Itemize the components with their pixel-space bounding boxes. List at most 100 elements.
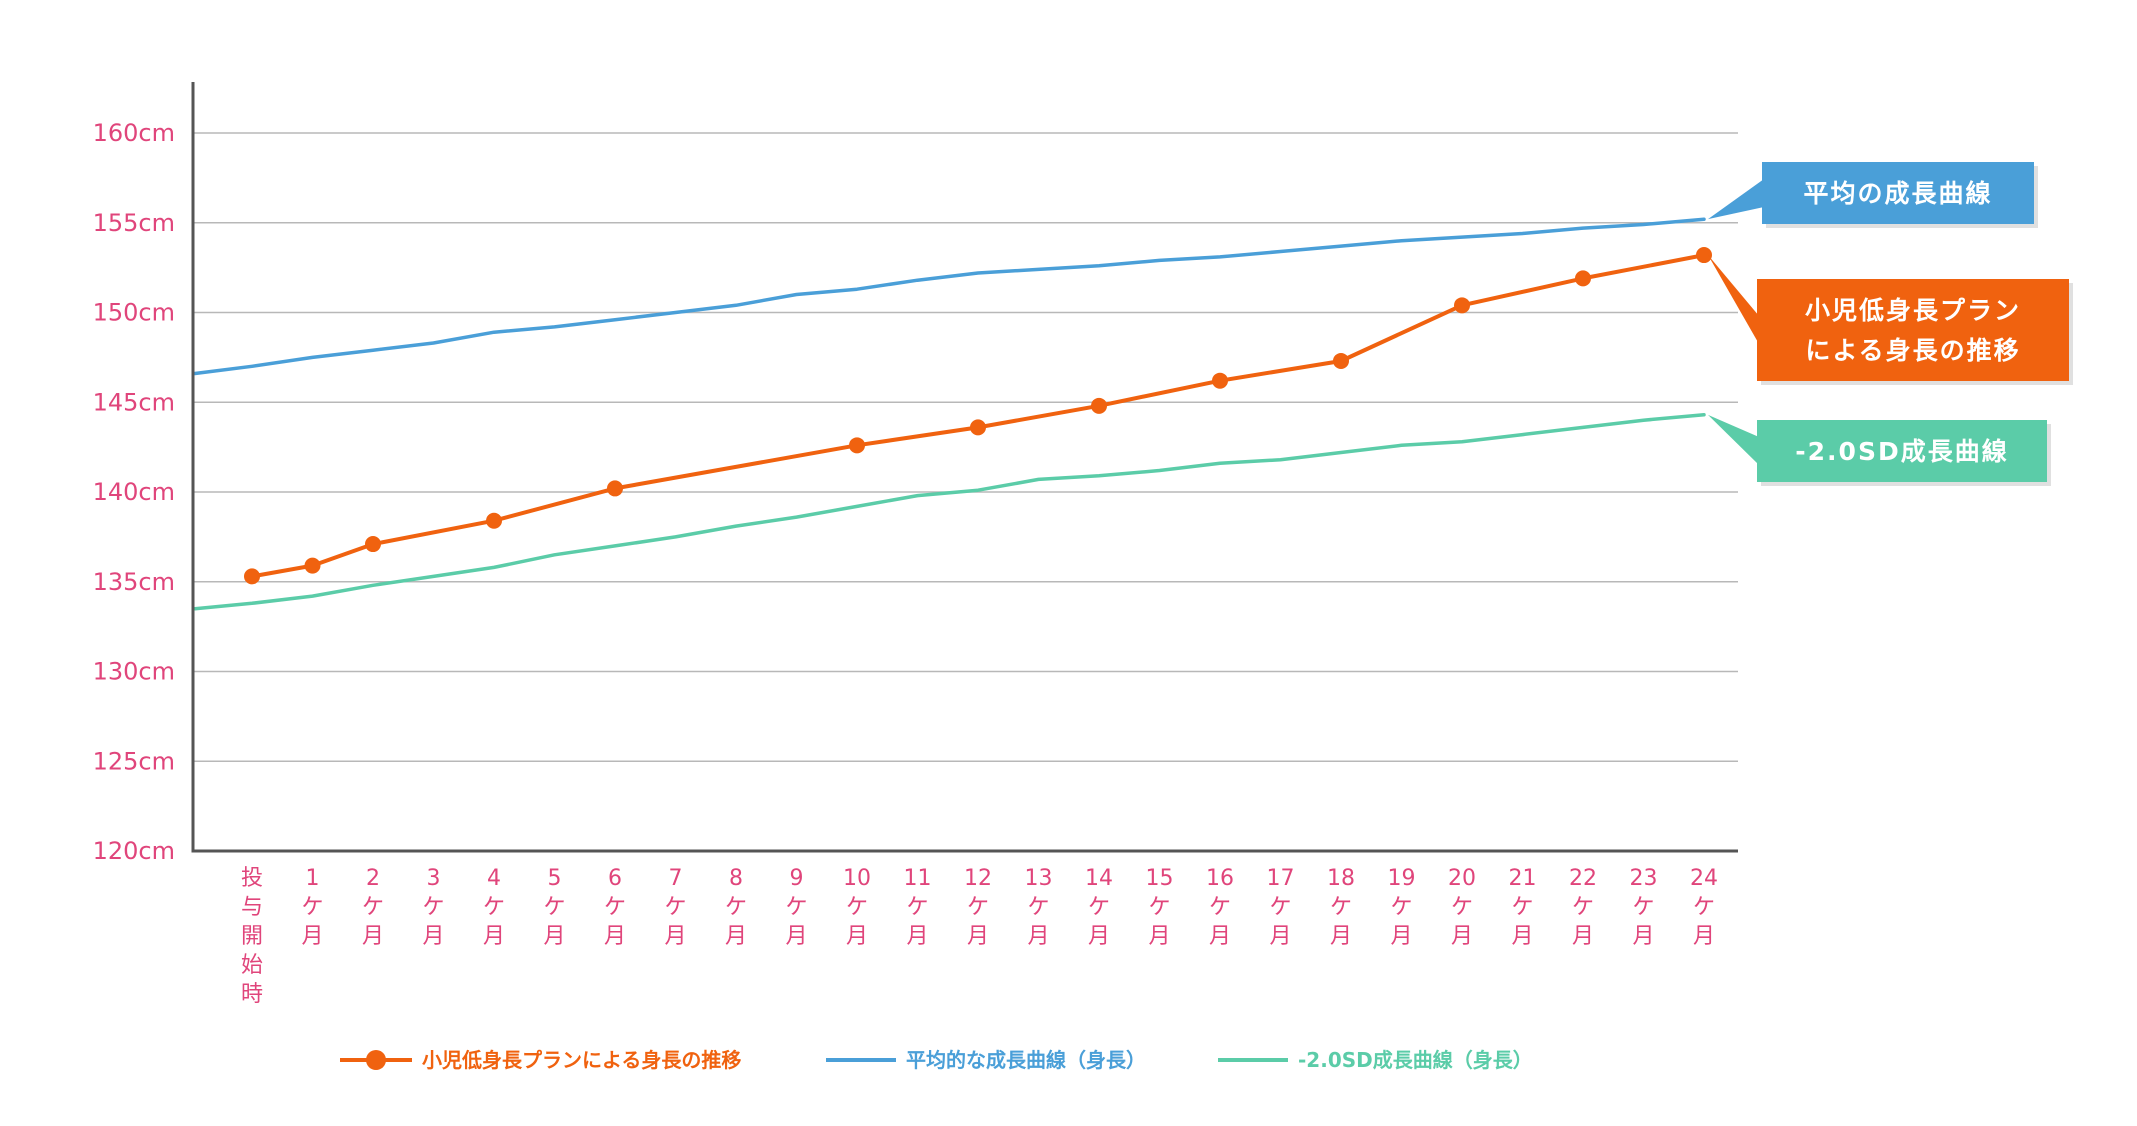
x-tick-char: 投 bbox=[241, 866, 263, 891]
x-tick-char: 月 bbox=[1390, 924, 1412, 949]
x-tick-char: 11 bbox=[904, 866, 932, 891]
x-tick-label: 12 ケ月 bbox=[964, 866, 992, 949]
x-tick-label: 11 ケ月 bbox=[904, 866, 932, 949]
x-tick-char: 月 bbox=[906, 924, 928, 949]
x-tick-label: 7 ケ月 bbox=[664, 866, 686, 949]
legend-label: -2.0SD成長曲線（身長） bbox=[1298, 1048, 1533, 1072]
x-tick-char: ケ bbox=[301, 895, 323, 920]
callout-box bbox=[1757, 279, 2069, 381]
legend: 小児低身長プランによる身長の推移 平均的な成長曲線（身長） -2.0SD成長曲線（身… bbox=[340, 1048, 1533, 1072]
x-tick-char: 2 bbox=[366, 866, 380, 891]
x-tick-char: ケ bbox=[1269, 895, 1291, 920]
data-point bbox=[607, 480, 623, 497]
y-tick-label: 125cm bbox=[93, 747, 175, 775]
legend-item-2: -2.0SD成長曲線（身長） bbox=[1218, 1048, 1533, 1072]
x-tick-label: 24 ケ月 bbox=[1690, 866, 1718, 949]
data-point bbox=[1212, 372, 1228, 389]
x-tick-char: 4 bbox=[487, 866, 501, 891]
data-point bbox=[1333, 352, 1349, 369]
data-point bbox=[970, 419, 986, 436]
x-tick-label: 1 ケ月 bbox=[301, 866, 323, 949]
callout-text: -2.0SD成長曲線 bbox=[1795, 437, 2008, 466]
x-tick-char: 月 bbox=[785, 924, 807, 949]
x-tick-char: 24 bbox=[1690, 866, 1718, 891]
callout-2: -2.0SD成長曲線 bbox=[1708, 414, 2051, 486]
x-tick-char: 月 bbox=[1330, 924, 1352, 949]
y-tick-label: 130cm bbox=[93, 658, 175, 686]
x-tick-char: 14 bbox=[1085, 866, 1113, 891]
x-tick-char: 21 bbox=[1509, 866, 1537, 891]
callout-text: 小児低身長プラン bbox=[1805, 296, 2021, 325]
series-lines bbox=[193, 217, 1712, 611]
callout-0: 平均の成長曲線 bbox=[1708, 162, 2038, 228]
y-tick-label: 120cm bbox=[93, 837, 175, 865]
y-axis-ticks: 120cm 125cm 130cm 135cm 140cm 145cm 150cm 155cm… bbox=[93, 119, 175, 865]
x-tick-char: 20 bbox=[1448, 866, 1476, 891]
x-tick-char: ケ bbox=[1027, 895, 1049, 920]
x-tick-label: 16 ケ月 bbox=[1206, 866, 1234, 949]
x-tick-char: 12 bbox=[964, 866, 992, 891]
x-tick-char: 月 bbox=[543, 924, 565, 949]
x-tick-label: 3 ケ月 bbox=[422, 866, 444, 949]
x-tick-label: 23 ケ月 bbox=[1630, 866, 1658, 949]
x-tick-char: ケ bbox=[1088, 895, 1110, 920]
x-tick-char: ケ bbox=[1511, 895, 1533, 920]
x-tick-char: 3 bbox=[427, 866, 441, 891]
x-tick-char: 1 bbox=[306, 866, 320, 891]
callout-pointer bbox=[1708, 179, 1764, 220]
y-tick-label: 160cm bbox=[93, 119, 175, 147]
x-tick-char: ケ bbox=[1390, 895, 1412, 920]
callout-text: 平均の成長曲線 bbox=[1803, 179, 1992, 208]
x-tick-label: 22 ケ月 bbox=[1569, 866, 1597, 949]
x-tick-char: ケ bbox=[483, 895, 505, 920]
x-tick-char: 月 bbox=[1511, 924, 1533, 949]
x-tick-char: 月 bbox=[1632, 924, 1654, 949]
legend-label: 小児低身長プランによる身長の推移 bbox=[422, 1048, 741, 1072]
y-tick-label: 135cm bbox=[93, 568, 175, 596]
x-tick-char: ケ bbox=[846, 895, 868, 920]
x-tick-char: 5 bbox=[548, 866, 562, 891]
y-tick-label: 150cm bbox=[93, 299, 175, 327]
x-tick-char: 月 bbox=[1027, 924, 1049, 949]
x-tick-label: 14 ケ月 bbox=[1085, 866, 1113, 949]
x-tick-char: ケ bbox=[725, 895, 747, 920]
x-tick-label: 21 ケ月 bbox=[1509, 866, 1537, 949]
y-tick-label: 155cm bbox=[93, 209, 175, 237]
x-tick-char: 7 bbox=[669, 866, 683, 891]
x-tick-char: 10 bbox=[843, 866, 871, 891]
x-tick-char: ケ bbox=[1148, 895, 1170, 920]
x-tick-label: 8 ケ月 bbox=[725, 866, 747, 949]
x-tick-char: 22 bbox=[1569, 866, 1597, 891]
data-point bbox=[1454, 297, 1470, 314]
x-tick-char: ケ bbox=[1330, 895, 1352, 920]
x-tick-char: 9 bbox=[790, 866, 804, 891]
legend-item-1: 平均的な成長曲線（身長） bbox=[826, 1048, 1146, 1072]
x-tick-char: ケ bbox=[967, 895, 989, 920]
x-tick-label: 19 ケ月 bbox=[1388, 866, 1416, 949]
x-tick-label: 20 ケ月 bbox=[1448, 866, 1476, 949]
x-tick-char: ケ bbox=[362, 895, 384, 920]
data-point bbox=[365, 536, 381, 553]
x-tick-char: ケ bbox=[1632, 895, 1654, 920]
x-tick-label: 2 ケ月 bbox=[362, 866, 384, 949]
data-point bbox=[849, 437, 865, 454]
x-tick-label: 10 ケ月 bbox=[843, 866, 871, 949]
x-tick-label: 4 ケ月 bbox=[483, 866, 505, 949]
x-tick-char: 月 bbox=[1693, 924, 1715, 949]
data-point bbox=[1696, 247, 1712, 264]
x-tick-char: 月 bbox=[483, 924, 505, 949]
x-tick-char: 18 bbox=[1327, 866, 1355, 891]
x-tick-char: 月 bbox=[604, 924, 626, 949]
x-tick-char: ケ bbox=[1209, 895, 1231, 920]
series-line-2 bbox=[193, 413, 1706, 611]
x-tick-char: 23 bbox=[1630, 866, 1658, 891]
grid-lines bbox=[193, 132, 1738, 762]
x-tick-char: ケ bbox=[1451, 895, 1473, 920]
callout-1: 小児低身長プランによる身長の推移 bbox=[1708, 255, 2073, 385]
callout-pointer bbox=[1708, 414, 1759, 465]
x-tick-char: 月 bbox=[1209, 924, 1231, 949]
x-tick-char: 月 bbox=[301, 924, 323, 949]
